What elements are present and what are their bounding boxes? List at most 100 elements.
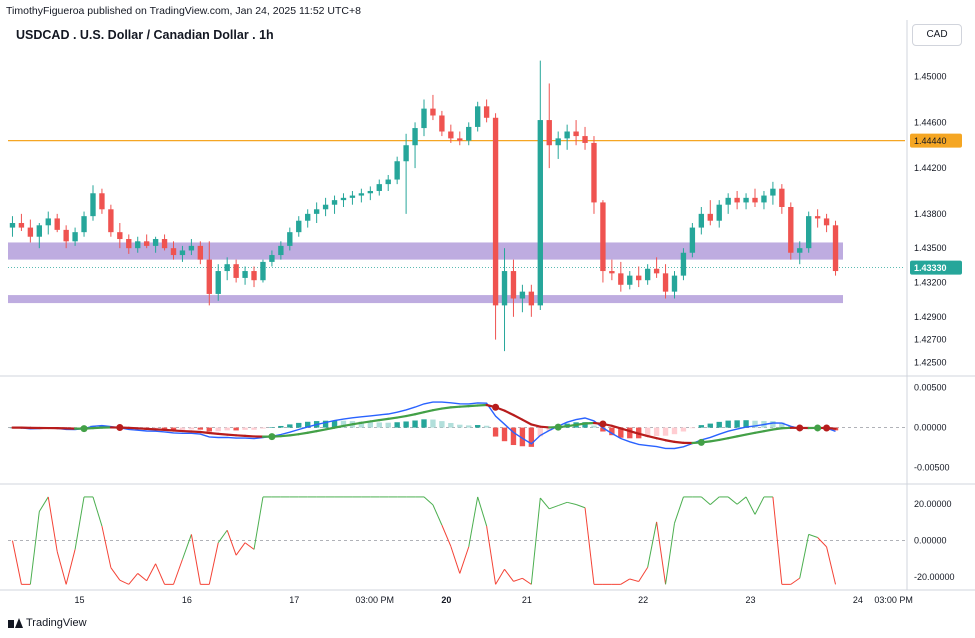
candle-body <box>367 190 374 194</box>
macd-cross-dot <box>268 433 276 441</box>
oscillator-segment <box>29 511 40 585</box>
candle-body <box>779 188 785 207</box>
price-tick-label: 1.42900 <box>914 312 947 322</box>
time-tick-label: 15 <box>75 595 85 605</box>
oscillator-segment <box>244 542 255 550</box>
oscillator-segment <box>620 578 631 585</box>
signal-line-segment <box>396 414 408 419</box>
signal-line-segment <box>753 430 766 434</box>
oscillator-segment <box>745 496 756 515</box>
candle-body <box>644 268 651 281</box>
macd-histogram-bar <box>215 427 221 432</box>
oscillator-segment <box>638 567 649 582</box>
macd-histogram-bar <box>251 427 257 430</box>
oscillator-segment <box>208 542 219 585</box>
candle-body <box>27 227 34 237</box>
signal-line-segment <box>226 433 238 437</box>
brand-label: TradingView <box>26 617 87 629</box>
oscillator-segment <box>709 496 720 506</box>
signal-line-segment <box>762 428 775 433</box>
candle-body <box>36 225 42 237</box>
oscillator-segment <box>539 497 550 510</box>
macd-histogram-bar <box>519 427 526 447</box>
tradingview-brand[interactable]: TradingView <box>8 617 87 629</box>
macd-histogram-bar <box>501 427 508 442</box>
candle-body <box>448 131 454 139</box>
signal-line-segment <box>360 420 372 424</box>
candle-body <box>394 161 400 180</box>
candle-body <box>510 271 517 299</box>
oscillator-segment <box>253 496 264 550</box>
oscillator-segment <box>155 563 166 585</box>
candle-body <box>519 291 526 299</box>
macd-histogram-bar <box>358 421 365 428</box>
candle-body <box>81 216 87 233</box>
candle-body <box>376 184 382 191</box>
oscillator-segment <box>477 496 488 527</box>
macd-histogram-bar <box>242 427 248 430</box>
support-zone <box>8 295 843 304</box>
macd-histogram-bar <box>609 427 615 436</box>
macd-histogram-bar <box>716 421 722 428</box>
macd-histogram-bar <box>492 427 499 437</box>
candle-body <box>260 261 266 281</box>
time-tick-label: 21 <box>522 595 532 605</box>
price-tick-label: 1.42700 <box>914 335 947 345</box>
oscillator-segment <box>799 534 810 579</box>
candle-body <box>466 126 472 141</box>
signal-line-segment <box>539 425 551 429</box>
macd-histogram-bar <box>653 427 660 436</box>
candle-body <box>233 264 239 278</box>
macd-histogram-bar <box>725 420 731 428</box>
candle-body <box>671 275 678 292</box>
signal-line-segment <box>449 405 461 409</box>
oscillator-segment <box>558 501 568 507</box>
candle-body <box>457 138 463 141</box>
signal-line-segment <box>413 411 426 416</box>
osc-tick-label: 0.00000 <box>914 536 947 546</box>
candle-body <box>537 120 543 306</box>
macd-cross-dot <box>697 438 705 446</box>
oscillator-segment <box>522 577 532 585</box>
macd-histogram-bar <box>305 421 311 428</box>
macd-histogram-bar <box>403 421 409 428</box>
candle-body <box>573 131 579 137</box>
macd-histogram-bar <box>448 422 454 428</box>
oscillator-segment <box>549 505 559 510</box>
candle-body <box>555 138 561 146</box>
candle-body <box>698 213 705 228</box>
oscillator-segment <box>584 507 595 585</box>
oscillator-segment <box>772 496 783 585</box>
oscillator-segment <box>790 577 801 585</box>
oscillator-segment <box>190 534 201 585</box>
price-tick-label: 1.45000 <box>914 72 947 82</box>
macd-histogram-bar <box>233 427 239 431</box>
signal-line-segment <box>503 409 515 417</box>
candle-body <box>752 197 758 203</box>
signal-line-segment <box>324 426 336 431</box>
tradingview-logo-icon <box>8 618 23 628</box>
macd-histogram-bar <box>591 425 597 428</box>
candle-body <box>170 248 177 256</box>
signal-line-segment <box>333 424 345 429</box>
macd-cross-dot <box>814 424 822 432</box>
signal-line-segment <box>422 409 435 414</box>
oscillator-segment <box>11 540 22 585</box>
macd-histogram-bar <box>510 427 517 446</box>
candle-body <box>9 223 16 228</box>
oscillator-segment <box>137 573 147 582</box>
macd-histogram-bar <box>161 427 168 430</box>
candle-body <box>823 218 830 226</box>
signal-line-segment <box>315 428 327 433</box>
macd-histogram-bar <box>770 421 776 428</box>
currency-button[interactable]: CAD <box>912 24 962 46</box>
macd-tick-label: -0.00500 <box>914 463 950 473</box>
signal-line-segment <box>190 430 202 434</box>
macd-histogram-bar <box>331 420 338 428</box>
macd-cross-dot <box>599 420 607 428</box>
candle-body <box>832 225 839 272</box>
oscillator-segment <box>826 546 837 585</box>
signal-line-segment <box>154 428 166 431</box>
time-tick-label: 16 <box>182 595 192 605</box>
